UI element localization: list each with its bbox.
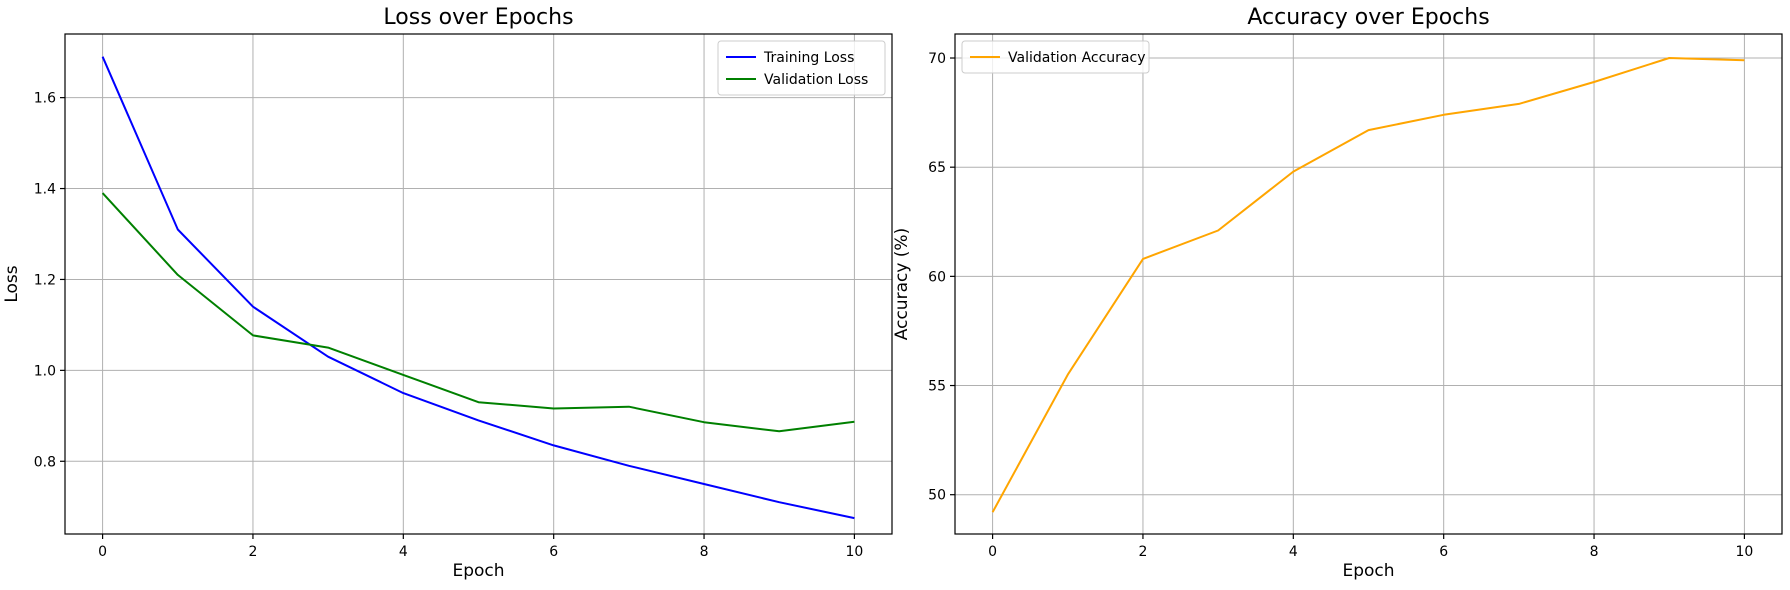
legend: Validation Accuracy xyxy=(961,40,1150,74)
legend-entry-label: Training Loss xyxy=(763,50,854,66)
x-tick-label: 0 xyxy=(98,544,107,560)
x-tick-label: 6 xyxy=(549,544,558,560)
x-tick-label: 10 xyxy=(1735,544,1753,560)
legend-box xyxy=(961,40,1150,74)
accuracy-chart: 0 2 4 6 8 10 50 55 60 65 70 Accuracy over Epochs Epo… xyxy=(892,5,1783,581)
series-line-training-loss xyxy=(101,56,855,520)
y-tick-label: 1.4 xyxy=(34,182,56,198)
x-tick-label: 4 xyxy=(1289,544,1298,560)
x-tick-label: 8 xyxy=(700,544,709,560)
series-line-validation-loss xyxy=(101,192,855,433)
plot-area-frame xyxy=(954,33,1783,535)
y-tick-label: 70 xyxy=(928,51,946,67)
x-tick-label: 8 xyxy=(1590,544,1599,560)
legend-entry-label: Validation Accuracy xyxy=(1008,50,1146,66)
y-axis-label: Loss xyxy=(2,265,22,302)
x-axis-label: Epoch xyxy=(452,561,504,581)
y-tick-label: 0.8 xyxy=(34,454,56,470)
plot-area-frame xyxy=(64,33,893,535)
series-line-validation-accuracy xyxy=(991,57,1745,513)
x-tick-label: 10 xyxy=(845,544,863,560)
y-tick-label: 1.0 xyxy=(34,363,56,379)
chart-title: Accuracy over Epochs xyxy=(1247,5,1489,30)
y-tick-label: 1.6 xyxy=(34,91,56,107)
y-tick-label: 65 xyxy=(928,160,946,176)
legend: Training Loss Validation Loss xyxy=(717,40,886,96)
legend-entry-label: Validation Loss xyxy=(764,72,868,88)
x-tick-label: 4 xyxy=(399,544,408,560)
x-tick-label: 2 xyxy=(1138,544,1147,560)
legend-box xyxy=(717,40,886,96)
y-tick-label: 50 xyxy=(928,488,946,504)
chart-title: Loss over Epochs xyxy=(383,5,573,30)
x-tick-label: 0 xyxy=(988,544,997,560)
x-axis-label: Epoch xyxy=(1342,561,1394,581)
x-tick-label: 6 xyxy=(1439,544,1448,560)
y-tick-label: 1.2 xyxy=(34,272,56,288)
x-tick-label: 2 xyxy=(248,544,257,560)
y-axis-label: Accuracy (%) xyxy=(892,228,912,340)
y-tick-label: 55 xyxy=(928,379,946,395)
loss-chart: 0 2 4 6 8 10 0.8 1.0 1.2 1.4 1.6 Loss over Epochs Ep… xyxy=(2,5,893,581)
y-tick-label: 60 xyxy=(928,269,946,285)
